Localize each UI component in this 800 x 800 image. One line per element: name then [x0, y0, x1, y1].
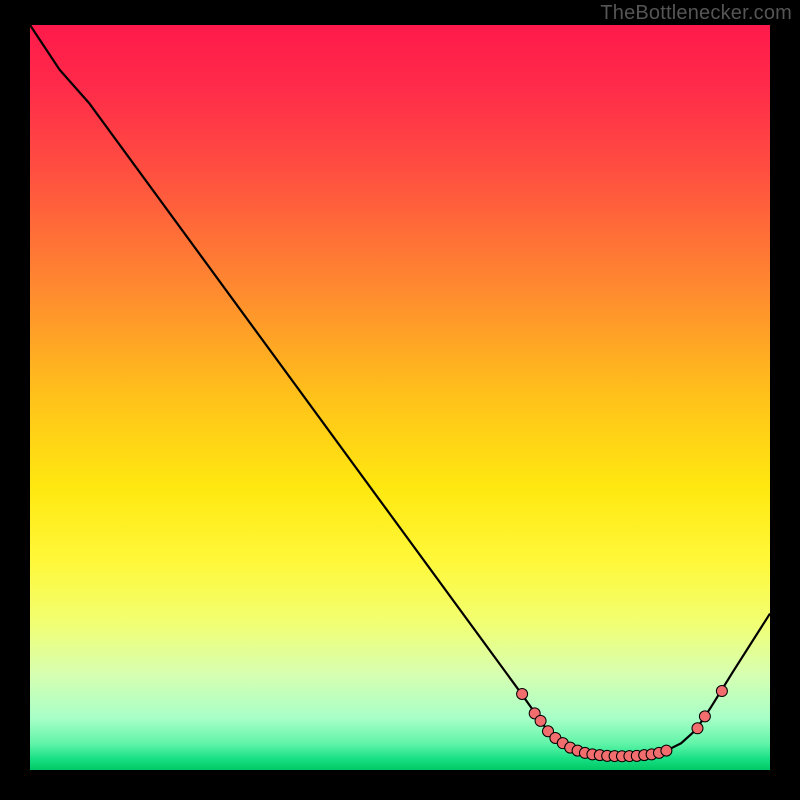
chart-container: TheBottlenecker.com: [0, 0, 800, 800]
watermark-text: TheBottlenecker.com: [600, 2, 792, 25]
curve-marker: [535, 715, 546, 726]
curve-marker: [716, 686, 727, 697]
markers-group: [517, 686, 728, 762]
bottleneck-curve: [30, 25, 770, 756]
curve-marker: [517, 689, 528, 700]
curve-layer: [30, 25, 770, 770]
curve-marker: [692, 723, 703, 734]
plot-area: [30, 25, 770, 770]
curve-marker: [699, 711, 710, 722]
curve-marker: [661, 745, 672, 756]
